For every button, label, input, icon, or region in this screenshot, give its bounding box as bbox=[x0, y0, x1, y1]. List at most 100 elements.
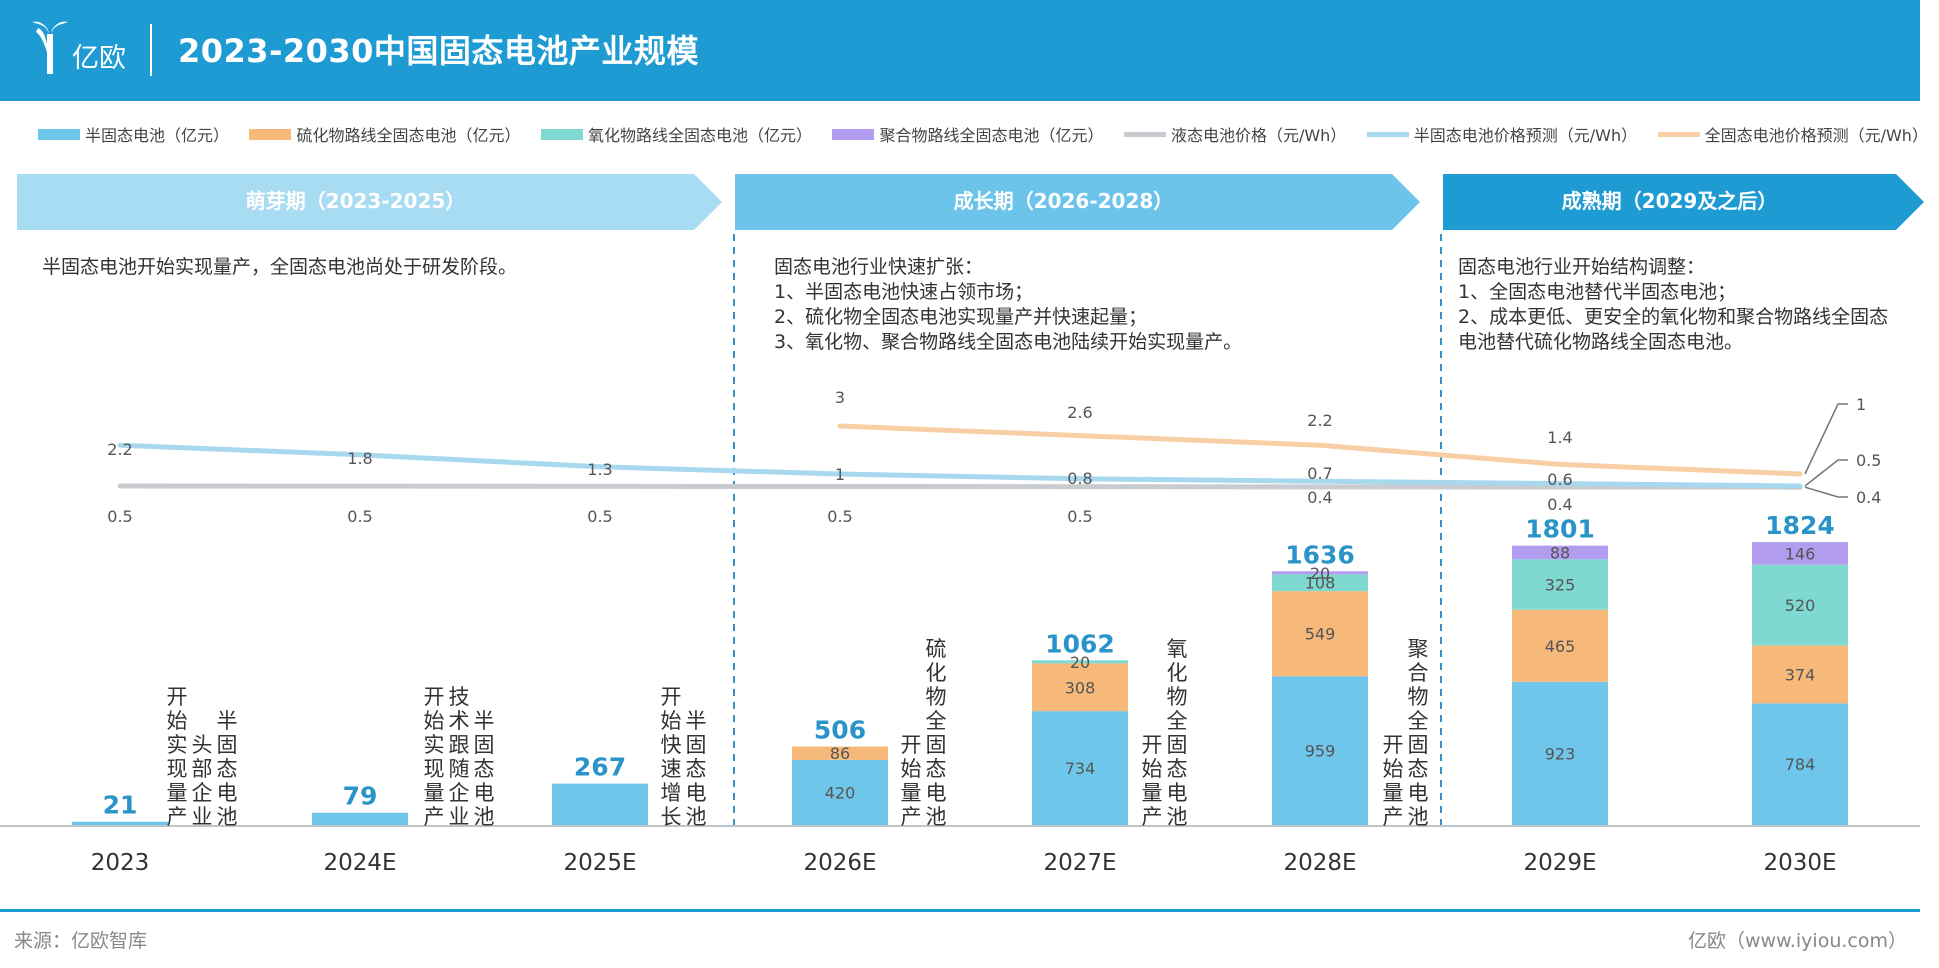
bar-total-label: 21 bbox=[103, 791, 138, 820]
bar-value-label: 923 bbox=[1545, 744, 1576, 763]
bar-total-label: 506 bbox=[814, 716, 866, 745]
bar-segment bbox=[72, 821, 168, 825]
legend-swatch bbox=[1123, 131, 1166, 137]
milestone-annotation-char: 电 bbox=[1167, 781, 1188, 805]
milestone-annotation-char: 企 bbox=[449, 781, 470, 805]
milestone-annotation-char: 量 bbox=[1142, 781, 1163, 805]
liquid-price-label: 0.5 bbox=[827, 507, 852, 526]
bar-segment bbox=[312, 812, 408, 825]
bar-segment bbox=[552, 783, 648, 825]
milestone-annotation-char: 企 bbox=[192, 781, 213, 805]
milestone-annotation-char: 固 bbox=[217, 733, 238, 757]
solid-price-label: 1 bbox=[1856, 395, 1866, 414]
liquid-price-label: 0.5 bbox=[107, 507, 132, 526]
bar-value-label: 549 bbox=[1305, 625, 1336, 644]
milestone-annotation-char: 合 bbox=[1408, 661, 1429, 685]
legend-swatch bbox=[540, 128, 583, 140]
milestone-annotation-char: 实 bbox=[167, 733, 188, 757]
milestone-annotation-char: 产 bbox=[1383, 805, 1404, 829]
semi-price-label: 0.6 bbox=[1547, 470, 1572, 489]
milestone-annotation-char: 物 bbox=[1167, 685, 1188, 709]
legend-swatch bbox=[832, 128, 875, 140]
milestone-annotation-char: 电 bbox=[217, 781, 238, 805]
milestone-annotation-char: 半 bbox=[474, 709, 495, 733]
x-tick-label: 2023 bbox=[91, 850, 150, 876]
semi-price-label: 0.8 bbox=[1067, 469, 1092, 488]
milestone-annotation-char: 固 bbox=[686, 733, 707, 757]
bar-segment bbox=[1032, 711, 1128, 825]
solid-price-label: 2.6 bbox=[1067, 403, 1092, 422]
solid-price-label: 3 bbox=[835, 388, 845, 407]
bar-value-label: 88 bbox=[1550, 543, 1570, 562]
milestone-annotation-char: 电 bbox=[474, 781, 495, 805]
milestone-annotation-char: 始 bbox=[661, 709, 682, 733]
legend-swatch bbox=[249, 128, 292, 140]
milestone-annotation-char: 始 bbox=[901, 757, 922, 781]
phase-banner-label: 成长期（2026-2028） bbox=[954, 189, 1174, 213]
semi-price-label: 0.7 bbox=[1307, 464, 1332, 483]
bar-total-label: 1824 bbox=[1765, 511, 1835, 540]
legend-label: 半固态电池价格预测（元/Wh） bbox=[1413, 126, 1638, 145]
bar-segment bbox=[1032, 660, 1128, 664]
solid-price-label: 2.2 bbox=[1307, 411, 1332, 430]
bar-value-label: 20 bbox=[1310, 564, 1330, 583]
milestone-annotation-char: 池 bbox=[686, 805, 707, 829]
milestone-annotation-char: 快 bbox=[661, 733, 682, 757]
semi-price-label: 2.2 bbox=[107, 440, 132, 459]
milestone-annotation-char: 开 bbox=[1383, 733, 1404, 757]
milestone-annotation-char: 聚 bbox=[1408, 637, 1429, 661]
bar-segment bbox=[1032, 663, 1128, 712]
legend-item: 半固态电池价格预测（元/Wh） bbox=[1366, 122, 1638, 146]
bar-value-label: 20 bbox=[1070, 653, 1090, 672]
milestone-annotation-char: 全 bbox=[1167, 709, 1188, 733]
description-line: 固态电池行业快速扩张： bbox=[774, 256, 984, 278]
milestone-annotation-char: 现 bbox=[167, 757, 188, 781]
bar-segment bbox=[1752, 542, 1848, 565]
legend-label: 聚合物路线全固态电池（亿元） bbox=[879, 126, 1104, 145]
bar-value-label: 374 bbox=[1785, 665, 1816, 684]
semi-price-label: 1.3 bbox=[587, 460, 612, 479]
milestone-annotation-char: 池 bbox=[1167, 805, 1188, 829]
milestone-annotation-char: 产 bbox=[167, 805, 188, 829]
milestone-annotation-char: 开 bbox=[167, 685, 188, 709]
logo-text: 亿欧 bbox=[72, 43, 126, 74]
semi-price-label: 1 bbox=[835, 465, 845, 484]
header-bar: 亿欧 2023-2030中国固态电池产业规模 bbox=[0, 0, 1920, 101]
milestone-annotation-char: 实 bbox=[424, 733, 445, 757]
bar-segment bbox=[1272, 676, 1368, 825]
phase-banner bbox=[17, 174, 722, 230]
milestone-annotation-char: 氧 bbox=[1167, 637, 1188, 661]
milestone-annotation-char: 态 bbox=[217, 757, 238, 781]
milestone-annotation-char: 池 bbox=[1408, 805, 1429, 829]
description-line: 2、硫化物全固态电池实现量产并快速起量； bbox=[774, 306, 1148, 328]
bar-value-label: 520 bbox=[1785, 596, 1816, 615]
phase-description-1: 半固态电池开始实现量产，全固态电池尚处于研发阶段。 bbox=[42, 255, 517, 280]
milestone-annotation-char: 态 bbox=[1167, 757, 1188, 781]
liquid-price-line bbox=[117, 483, 1803, 490]
milestone-annotation-char: 增 bbox=[661, 781, 682, 805]
semi-solid-price-line bbox=[117, 442, 1803, 489]
description-line: 电池替代硫化物路线全固态电池。 bbox=[1458, 331, 1744, 353]
phase-banner-label: 萌芽期（2023-2025） bbox=[246, 189, 466, 213]
chart-legend: 半固态电池（亿元） 硫化物路线全固态电池（亿元） 氧化物路线全固态电池（亿元） … bbox=[38, 122, 1928, 146]
milestone-annotation-char: 化 bbox=[1167, 661, 1188, 685]
milestone-annotation-char: 随 bbox=[449, 757, 470, 781]
bar-value-label: 108 bbox=[1305, 574, 1336, 593]
leader-line bbox=[1804, 486, 1848, 498]
leader-line bbox=[1804, 403, 1848, 475]
bar-total-label: 1062 bbox=[1045, 629, 1115, 658]
phase-description-2: 固态电池行业快速扩张： 1、半固态电池快速占领市场； 2、硫化物全固态电池实现量… bbox=[774, 255, 1242, 355]
liquid-price-label: 0.4 bbox=[1547, 495, 1572, 514]
milestone-annotation-char: 跟 bbox=[449, 733, 470, 757]
x-tick-label: 2029E bbox=[1523, 850, 1596, 876]
bar-value-label: 465 bbox=[1545, 637, 1576, 656]
liquid-price-label: 0.5 bbox=[1067, 507, 1092, 526]
phase-banner bbox=[735, 174, 1420, 230]
bar-value-label: 86 bbox=[830, 744, 850, 763]
description-line: 2、成本更低、更安全的氧化物和聚合物路线全固态 bbox=[1458, 306, 1889, 328]
milestone-annotation-char: 态 bbox=[686, 757, 707, 781]
legend-label: 氧化物路线全固态电池（亿元） bbox=[587, 126, 812, 145]
bar-total-label: 1801 bbox=[1525, 515, 1595, 544]
milestone-annotation-char: 头 bbox=[192, 733, 213, 757]
